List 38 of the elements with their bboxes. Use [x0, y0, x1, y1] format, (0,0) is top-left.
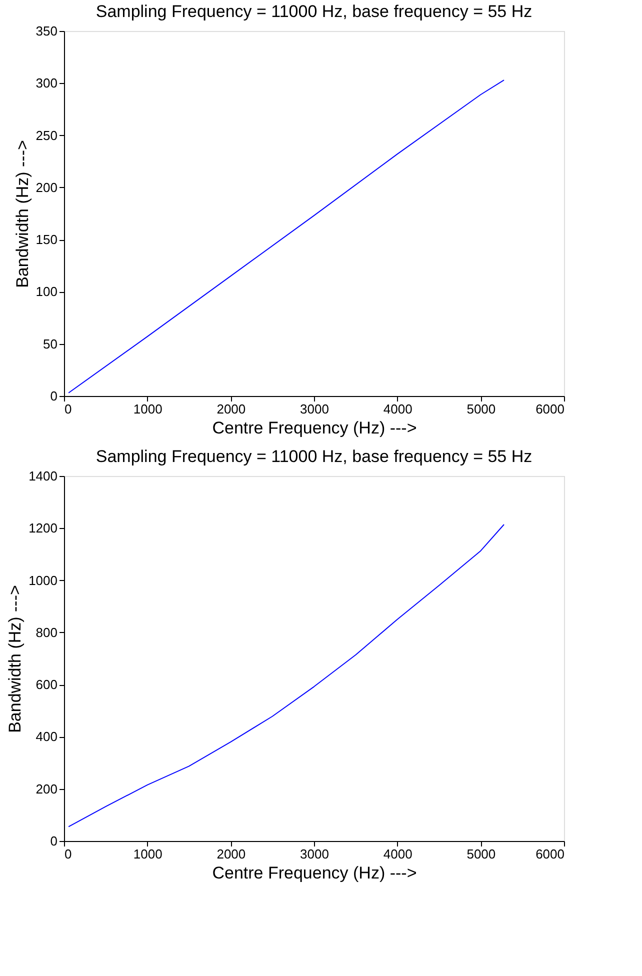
- x-tick-label: 6000: [536, 846, 564, 862]
- y-tick-label: 1400: [28, 468, 58, 484]
- y-tick-label: 150: [36, 232, 58, 248]
- x-tick-label: 0: [64, 846, 72, 862]
- y-tick-label: 0: [50, 388, 58, 404]
- y-tick-label: 1000: [28, 572, 58, 588]
- x-tick-label: 6000: [536, 402, 564, 416]
- x-tick-label: 1000: [133, 402, 162, 416]
- line-series: [68, 524, 504, 828]
- x-axis-title: Centre Frequency (Hz) --->: [212, 864, 417, 882]
- y-tick-label: 200: [36, 781, 58, 796]
- chart-title: Sampling Frequency = 11000 Hz, base frequency = 55 Hz: [96, 2, 532, 21]
- x-tick-label: 4000: [383, 846, 412, 862]
- y-tick-label: 200: [36, 180, 58, 195]
- x-tick-label: 2000: [216, 846, 246, 862]
- y-tick-label: 250: [36, 128, 58, 143]
- y-tick-label: 100: [36, 284, 58, 300]
- y-axis-title: Bandwidth (Hz) --->: [6, 585, 25, 733]
- y-tick-label: 1200: [28, 520, 58, 536]
- x-tick-label: 0: [64, 402, 72, 416]
- x-tick-label: 3000: [300, 846, 329, 862]
- x-tick-label: 5000: [466, 402, 496, 416]
- x-tick-label: 4000: [383, 402, 412, 416]
- x-axis-title: Centre Frequency (Hz) --->: [212, 418, 417, 438]
- y-axis-title: Bandwidth (Hz) --->: [12, 140, 32, 288]
- line-series: [68, 80, 504, 394]
- y-tick-label: 800: [36, 624, 58, 640]
- x-tick-label: 3000: [300, 402, 329, 416]
- x-tick-label: 5000: [466, 846, 496, 862]
- y-tick-label: 600: [36, 677, 58, 692]
- y-tick-label: 0: [50, 834, 58, 848]
- y-tick-label: 300: [36, 76, 58, 91]
- x-tick-label: 2000: [216, 402, 246, 416]
- chart-title: Sampling Frequency = 11000 Hz, base frequency = 55 Hz: [96, 447, 532, 466]
- x-tick-label: 1000: [133, 846, 162, 862]
- y-tick-label: 350: [36, 24, 58, 38]
- y-tick-label: 50: [43, 336, 58, 352]
- y-tick-label: 400: [36, 729, 58, 744]
